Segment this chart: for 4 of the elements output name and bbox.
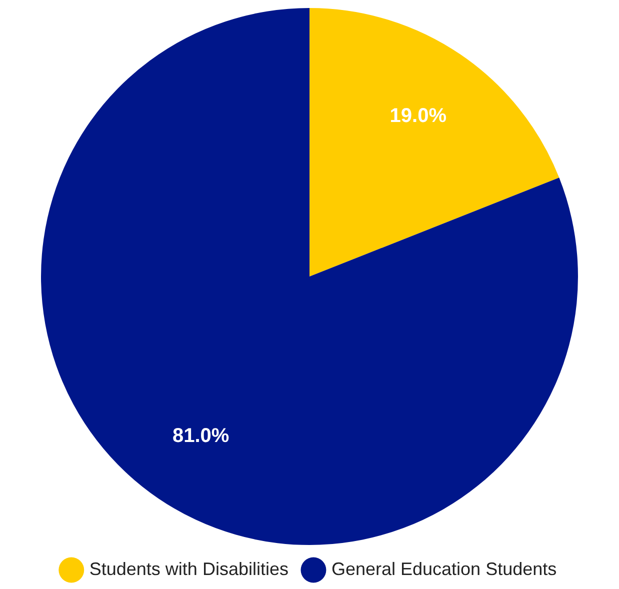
data-label: 81.0%: [172, 424, 230, 447]
legend-label: General Education Students: [331, 558, 557, 579]
legend-label: Students with Disabilities: [89, 558, 288, 579]
data-label: 19.0%: [390, 105, 447, 128]
